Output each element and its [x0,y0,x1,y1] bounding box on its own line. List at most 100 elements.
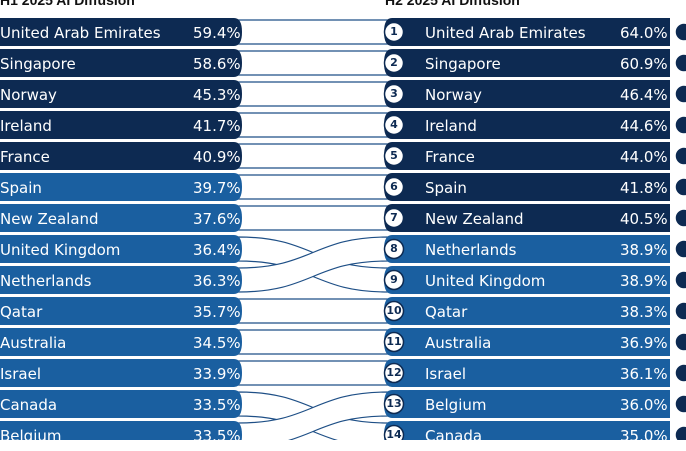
rank-number: 2 [390,56,398,69]
left-bar [0,235,242,263]
left-value-label: 35.7% [193,303,241,321]
rank-badge [383,269,405,291]
right-bar [384,111,670,139]
right-value-label: 36.9% [620,334,668,352]
rank-number: 5 [390,149,398,162]
right-bar [384,18,670,46]
row-end-marker [674,53,686,73]
left-value-label: 34.5% [193,334,241,352]
left-country-label: Netherlands [0,272,92,290]
right-value-label: 35.0% [620,427,668,445]
right-country-label: United Kingdom [425,272,546,290]
right-bar [384,421,670,440]
row-end-marker [674,84,686,104]
right-bar [384,49,670,77]
left-bar [0,18,242,46]
right-value-label: 44.0% [620,148,668,166]
left-bar [0,297,242,325]
rank-number: 4 [390,118,398,131]
right-bar [384,359,670,387]
row-end-marker [674,22,686,42]
connector-band [237,112,389,138]
right-bar [384,173,670,201]
connector-band [237,19,389,45]
row-end-marker [674,239,686,259]
left-bar [0,328,242,356]
right-country-label: Belgium [425,396,487,414]
left-country-label: Canada [0,396,58,414]
right-country-label: Norway [425,86,482,104]
left-bar [0,359,242,387]
right-bar [384,142,670,170]
left-bar [0,173,242,201]
left-country-label: France [0,148,50,166]
rank-badge [383,176,405,198]
left-value-label: 41.7% [193,117,241,135]
right-country-label: Qatar [425,303,468,321]
rank-number: 10 [386,304,402,317]
row-end-marker [674,270,686,290]
row-end-marker [674,425,686,440]
right-country-label: France [425,148,475,166]
right-value-label: 40.5% [620,210,668,228]
row-end-marker [674,208,686,228]
connector-band [237,174,389,200]
rank-number: 14 [386,428,402,441]
left-country-label: Israel [0,365,41,383]
right-bar [384,266,670,294]
left-bar [0,49,242,77]
left-value-label: 59.4% [193,24,241,42]
rank-badge [383,393,405,415]
left-value-label: 40.9% [193,148,241,166]
left-country-label: Australia [0,334,67,352]
rank-badge [383,83,405,105]
row-end-marker [674,301,686,321]
rank-badge [383,207,405,229]
right-country-label: New Zealand [425,210,524,228]
left-country-label: United Arab Emirates [0,24,161,42]
right-bar [384,80,670,108]
right-bar [384,328,670,356]
left-value-label: 36.4% [193,241,241,259]
rank-number: 12 [386,366,402,379]
connector-band [237,360,389,386]
right-country-label: Netherlands [425,241,517,259]
row-end-marker [674,394,686,414]
left-country-label: Ireland [0,117,52,135]
rank-number: 3 [390,87,398,100]
right-value-label: 38.3% [620,303,668,321]
rank-number: 13 [386,397,402,410]
right-value-label: 36.0% [620,396,668,414]
right-country-label: Singapore [425,55,501,73]
left-country-label: Spain [0,179,42,197]
left-bar [0,111,242,139]
right-value-label: 41.8% [620,179,668,197]
right-value-label: 38.9% [620,241,668,259]
connector-band [237,205,389,231]
connector-band [237,298,389,324]
right-value-label: 44.6% [620,117,668,135]
right-country-label: Ireland [425,117,477,135]
rank-number: 6 [390,180,398,193]
rank-number: 11 [386,335,402,348]
left-country-label: United Kingdom [0,241,121,259]
rank-number: 9 [390,273,398,286]
left-bar [0,80,242,108]
left-bar [0,142,242,170]
connector-band [237,81,389,107]
left-country-label: Singapore [0,55,76,73]
right-bar [384,390,670,418]
connector-band [237,329,389,355]
row-end-marker [674,115,686,135]
rank-badge [383,424,405,440]
rank-badge [383,145,405,167]
row-end-marker [674,177,686,197]
rank-number: 1 [390,25,398,38]
right-value-label: 38.9% [620,272,668,290]
rank-badge [383,331,405,353]
left-bar [0,390,242,418]
rank-badge [383,362,405,384]
right-bar [384,204,670,232]
rank-number: 7 [390,211,398,224]
left-value-label: 39.7% [193,179,241,197]
